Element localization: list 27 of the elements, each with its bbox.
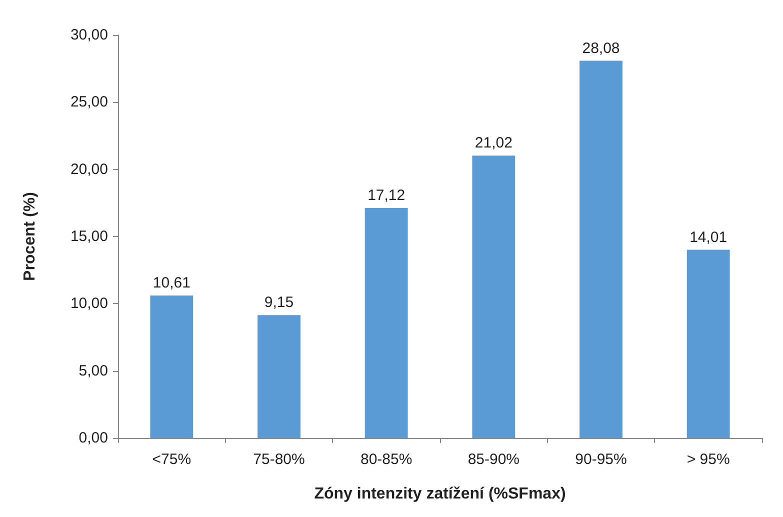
y-tick-label: 30,00	[70, 26, 108, 44]
data-label: 9,15	[264, 294, 294, 312]
y-tick-label: 25,00	[70, 94, 108, 111]
bar	[580, 60, 622, 438]
x-axis-title: Zóny intenzity zatížení (%SFmax)	[314, 486, 566, 502]
x-tick-label: 90-95%	[575, 451, 627, 468]
y-tick-label: 10,00	[70, 295, 108, 312]
y-tick-label: 15,00	[70, 228, 108, 245]
bar	[258, 315, 300, 438]
x-tick-label: <75%	[152, 451, 192, 468]
x-tick-label: 85-90%	[468, 451, 520, 468]
bar	[150, 295, 194, 438]
y-tick-label: 5,00	[78, 362, 108, 380]
bar	[364, 208, 408, 438]
y-axis-title: Procent (%)	[22, 192, 38, 281]
bar	[686, 250, 730, 438]
y-tick-label: 20,00	[70, 160, 108, 178]
x-tick-label: > 95%	[686, 451, 730, 468]
bar	[472, 156, 516, 438]
data-label: 21,02	[474, 134, 512, 152]
data-label: 17,12	[368, 187, 406, 204]
data-label: 28,08	[582, 40, 620, 57]
data-label: 14,01	[690, 228, 728, 246]
x-tick-label: 75-80%	[253, 451, 305, 468]
x-tick-label: 80-85%	[360, 451, 412, 468]
y-tick-label: 0,00	[78, 430, 108, 446]
data-label: 10,61	[152, 274, 190, 292]
